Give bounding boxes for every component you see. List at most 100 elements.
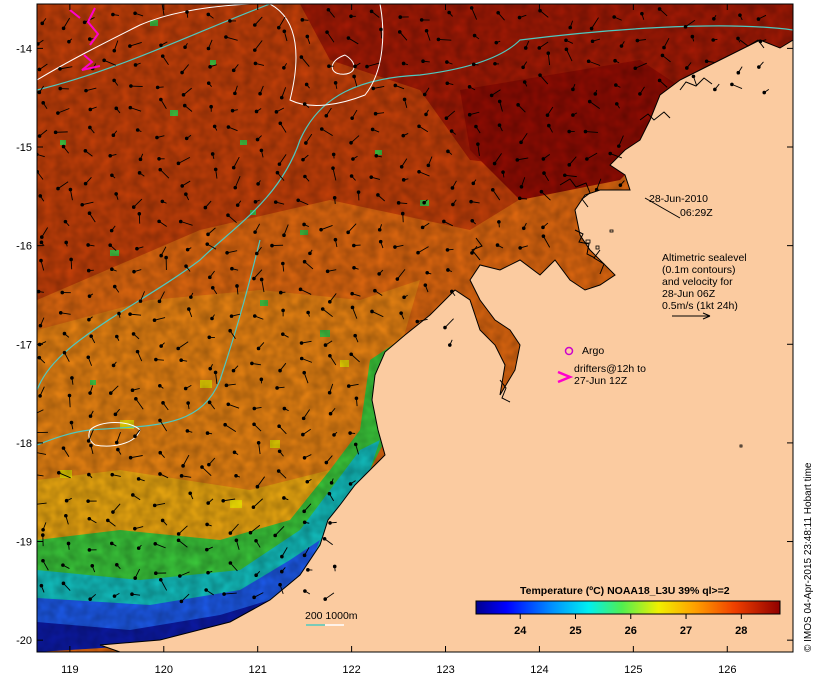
velocity-arrow-head (516, 103, 520, 107)
velocity-arrow (279, 123, 287, 133)
y-tick-label: -15 (16, 142, 32, 154)
velocity-arrow-head (203, 205, 208, 210)
velocity-arrow (250, 524, 261, 534)
velocity-arrow-head (204, 588, 208, 592)
velocity-arrow-head (256, 346, 261, 351)
velocity-arrow-head (302, 259, 307, 264)
velocity-arrow-head (349, 174, 354, 178)
velocity-arrow-head (229, 314, 234, 318)
velocity-arrow-head (176, 538, 181, 543)
velocity-arrow-head (638, 92, 642, 96)
velocity-arrow (438, 38, 452, 41)
velocity-arrow-head (758, 39, 763, 44)
velocity-arrow-head (374, 153, 379, 158)
velocity-arrow-head (538, 73, 542, 77)
velocity-arrow-head (158, 383, 162, 388)
velocity-arrow-head (423, 283, 428, 287)
velocity-arrow (300, 288, 312, 295)
velocity-arrow (58, 472, 71, 479)
velocity-arrow-head (210, 152, 215, 156)
velocity-arrow-head (252, 595, 256, 600)
velocity-arrow-head (614, 102, 619, 106)
velocity-arrow-head (134, 397, 138, 401)
velocity-arrow-head (298, 287, 303, 292)
velocity-arrow (103, 59, 116, 66)
velocity-arrow-head (176, 161, 181, 166)
velocity-arrow-head (61, 446, 66, 450)
velocity-arrow-head (492, 161, 497, 166)
velocity-arrow (539, 74, 549, 85)
velocity-arrow-head (270, 243, 274, 248)
velocity-arrow-head (184, 192, 188, 196)
velocity-arrow-head (39, 258, 43, 263)
velocity-arrow-head (282, 65, 286, 70)
velocity-arrow-head (37, 90, 42, 95)
velocity-arrow-head (112, 78, 116, 83)
velocity-arrow-head (393, 245, 397, 249)
velocity-arrow-head (188, 491, 193, 496)
time-label: 06:29Z (680, 207, 713, 219)
velocity-arrow-head (305, 34, 310, 39)
velocity-arrow-head (585, 157, 589, 161)
velocity-arrow (283, 224, 289, 236)
velocity-arrow (230, 523, 239, 534)
velocity-arrow-head (259, 277, 264, 282)
velocity-arrow-head (691, 74, 696, 79)
velocity-arrow-head (445, 81, 450, 86)
velocity-arrow-head (640, 11, 644, 16)
x-tick-label: 125 (624, 664, 642, 676)
velocity-arrow-head (443, 325, 447, 330)
velocity-arrow-head (618, 183, 623, 187)
velocity-arrow (517, 157, 529, 161)
velocity-arrow-head (61, 144, 66, 149)
drifter-legend: drifters@12h to 27-Jun 12Z (557, 363, 646, 387)
velocity-arrow-head (332, 564, 337, 569)
velocity-arrow (471, 7, 478, 20)
velocity-arrow-head (61, 26, 66, 31)
velocity-arrow-head (252, 422, 256, 427)
velocity-arrow (37, 409, 44, 414)
velocity-arrow-head (155, 135, 159, 140)
velocity-arrow (82, 201, 94, 206)
velocity-arrow-head (633, 66, 638, 71)
velocity-arrow (610, 153, 623, 159)
velocity-arrow-head (255, 484, 260, 489)
velocity-arrow-head (348, 482, 353, 486)
velocity-arrow (57, 181, 69, 189)
velocity-arrow-head (232, 450, 237, 455)
velocity-arrow (215, 372, 218, 385)
velocity-arrow (399, 31, 408, 41)
velocity-arrow-head (135, 349, 140, 354)
velocity-arrow-head (154, 357, 158, 362)
velocity-arrow-head (299, 55, 304, 59)
velocity-arrow-head (83, 149, 88, 153)
velocity-arrow-head (470, 218, 475, 223)
velocity-arrow-head (521, 65, 525, 70)
velocity-arrow-head (206, 12, 211, 17)
velocity-arrow-head (306, 568, 310, 572)
velocity-arrow-head (369, 9, 374, 14)
velocity-arrow-head (131, 493, 135, 497)
velocity-arrow-head (206, 232, 210, 237)
velocity-arrow-head (280, 554, 284, 559)
velocity-arrow-head (70, 376, 74, 380)
velocity-arrow-head (738, 13, 742, 17)
isobath-200m (37, 4, 793, 446)
velocity-arrow-head (376, 193, 380, 197)
x-tick-label: 122 (342, 664, 360, 676)
velocity-arrow-head (87, 548, 92, 552)
velocity-arrow-head (275, 386, 279, 390)
velocity-arrow (233, 156, 240, 168)
velocity-arrow-head (608, 151, 613, 156)
velocity-arrow-head (189, 295, 193, 299)
velocity-arrow-head (154, 571, 158, 576)
velocity-arrow-head (571, 87, 575, 92)
velocity-arrow-head (350, 305, 355, 310)
velocity-arrow-head (89, 334, 93, 338)
velocity-arrow-head (226, 125, 231, 129)
velocity-arrow-head (114, 440, 119, 445)
velocity-arrow (116, 431, 121, 443)
velocity-arrow-head (62, 331, 67, 336)
velocity-arrow-head (157, 299, 162, 304)
velocity-arrow-head (182, 103, 187, 108)
